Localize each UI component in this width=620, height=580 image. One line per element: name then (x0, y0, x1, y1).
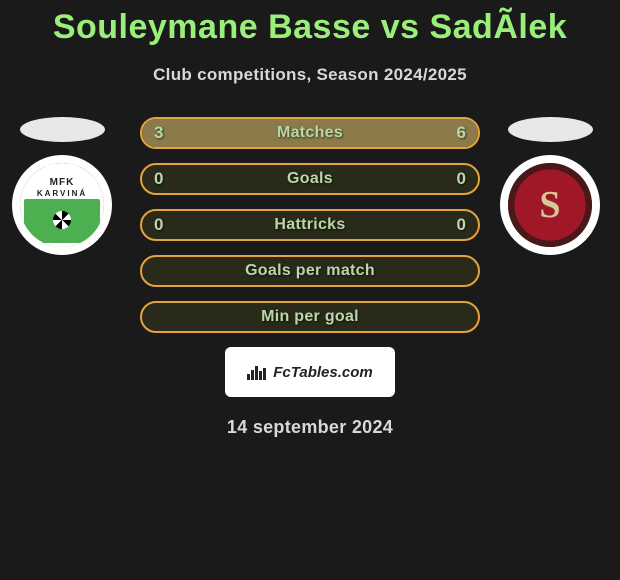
right-team-block: S (508, 117, 600, 255)
date-text: 14 september 2024 (0, 417, 620, 438)
right-team-logo: S (500, 155, 600, 255)
left-team-logo-text: MFK (20, 177, 104, 188)
soccer-ball-icon (53, 211, 71, 229)
chart-bars-icon (247, 364, 267, 380)
left-team-logo-subtext: KARVINÁ (20, 189, 104, 198)
stat-label: Hattricks (142, 211, 478, 239)
watermark: FcTables.com (225, 347, 395, 397)
stat-label: Goals per match (142, 257, 478, 285)
page-subtitle: Club competitions, Season 2024/2025 (0, 65, 620, 85)
stat-row: Min per goal (140, 301, 480, 333)
left-team-shadow (20, 117, 105, 142)
left-team-logo: MFK KARVINÁ (12, 155, 112, 255)
stat-row: Goals0 0 (140, 163, 480, 195)
right-team-logo-letter: S (539, 183, 560, 227)
stat-value-right: 0 (457, 165, 466, 193)
page-title: Souleymane Basse vs SadÃ­lek (0, 8, 620, 47)
stats-content: MFK KARVINÁ S Matches36Goals00Hattricks0… (0, 117, 620, 438)
stat-value-right: 6 (457, 119, 466, 147)
stat-label: Matches (142, 119, 478, 147)
stat-value-left: 0 (154, 211, 163, 239)
stat-row: Goals per match (140, 255, 480, 287)
stat-value-left: 3 (154, 119, 163, 147)
stat-value-left: 0 (154, 165, 163, 193)
stat-label: Min per goal (142, 303, 478, 331)
left-team-block: MFK KARVINÁ (20, 117, 112, 255)
watermark-text: FcTables.com (273, 364, 372, 381)
stat-value-right: 0 (457, 211, 466, 239)
right-team-shadow (508, 117, 593, 142)
stats-bars: Matches36Goals00Hattricks00Goals per mat… (140, 117, 480, 333)
stat-row: Matches3 6 (140, 117, 480, 149)
stat-row: Hattricks0 0 (140, 209, 480, 241)
stat-label: Goals (142, 165, 478, 193)
